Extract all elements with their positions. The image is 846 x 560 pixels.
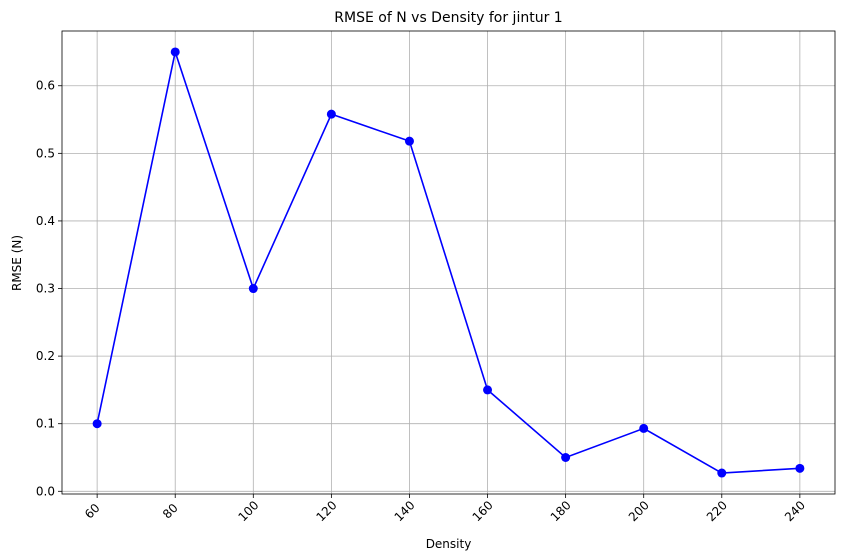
- grid: [62, 31, 835, 494]
- y-tick-label: 0.5: [36, 146, 55, 160]
- y-tick-label: 0.1: [36, 417, 55, 431]
- chart-title: RMSE of N vs Density for jintur 1: [334, 10, 562, 26]
- y-tick-label: 0.4: [36, 214, 55, 228]
- data-point: [717, 468, 727, 478]
- data-point: [92, 419, 102, 429]
- plot-frame: [61, 30, 836, 495]
- data-point: [795, 463, 805, 473]
- y-tick-label: 0.3: [36, 282, 55, 296]
- data-point: [326, 109, 336, 119]
- y-tick-label: 0.2: [36, 349, 55, 363]
- data-point: [639, 423, 649, 433]
- axes: [58, 30, 836, 498]
- y-tick-label: 0.6: [36, 79, 55, 93]
- series-layer: [92, 47, 805, 478]
- y-tick-label: 0.0: [36, 484, 55, 498]
- data-point: [170, 47, 180, 57]
- data-point: [483, 385, 493, 395]
- data-point: [248, 284, 258, 294]
- y-axis-label: RMSE (N): [10, 235, 24, 291]
- data-point: [561, 453, 571, 463]
- data-point: [404, 136, 414, 146]
- x-axis-label: Density: [426, 537, 472, 551]
- series-line: [96, 48, 800, 474]
